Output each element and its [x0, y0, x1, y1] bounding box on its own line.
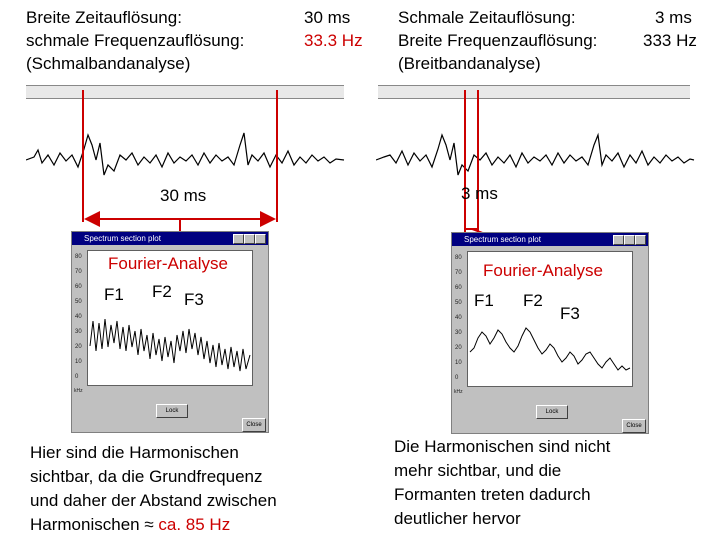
- left-resolution-freq-label: schmale Frequenzauflösung:: [26, 31, 245, 50]
- y-tick-label: 40: [75, 314, 82, 320]
- y-tick-label: 30: [75, 329, 82, 335]
- right-formant-f3: F3: [560, 304, 580, 323]
- left-resolution-freq-value: 33.3 Hz: [304, 31, 363, 50]
- left-spectrum-plot: [87, 250, 253, 386]
- left-explanation: Hier sind die Harmonischen sichtbar, da …: [30, 441, 277, 537]
- right-resolution-freq-value: 333 Hz: [643, 31, 697, 50]
- right-spectrum-curve: [469, 327, 631, 371]
- lock-button[interactable]: Lock: [536, 405, 568, 419]
- right-explanation-line: deutlicher hervor: [394, 509, 521, 528]
- left-analysis-type: (Schmalbandanalyse): [26, 54, 191, 73]
- harmonic-spacing-value: ca. 85 Hz: [158, 515, 231, 534]
- y-tick-label: 80: [455, 255, 462, 261]
- maximize-icon[interactable]: [244, 234, 255, 244]
- right-spectrum-title: Spectrum section plot: [464, 235, 541, 244]
- left-x-unit-label: kHz: [74, 388, 83, 394]
- right-resolution-time-label: Schmale Zeitauflösung:: [398, 8, 576, 27]
- y-tick-label: 70: [75, 269, 82, 275]
- y-tick-label: 20: [455, 345, 462, 351]
- y-tick-label: 80: [75, 254, 82, 260]
- left-formant-f1: F1: [104, 285, 124, 304]
- y-tick-label: 0: [455, 375, 459, 381]
- left-explanation-last-line: Harmonischen ≈ ca. 85 Hz: [30, 513, 277, 537]
- left-spectrum-curve: [89, 318, 251, 372]
- left-spectrum-window: Spectrum section plot 80 70 60 50 40 30 …: [71, 231, 269, 433]
- right-explanation-line: Die Harmonischen sind nicht: [394, 437, 611, 456]
- maximize-icon[interactable]: [624, 235, 635, 245]
- right-resolution-freq-label: Breite Frequenzauflösung:: [398, 31, 598, 50]
- y-tick-label: 40: [455, 315, 462, 321]
- close-icon[interactable]: [635, 235, 646, 245]
- y-tick-label: 60: [75, 284, 82, 290]
- left-explanation-line: Hier sind die Harmonischen: [30, 443, 239, 462]
- left-explanation-prefix: Harmonischen ≈: [30, 515, 159, 534]
- y-tick-label: 30: [455, 330, 462, 336]
- y-tick-label: 50: [75, 299, 82, 305]
- left-formant-f3: F3: [184, 290, 204, 309]
- left-formant-f2: F2: [152, 282, 172, 301]
- close-button[interactable]: Close: [622, 419, 646, 433]
- right-spectrum-plot: [467, 251, 633, 387]
- left-spectrum-title: Spectrum section plot: [84, 234, 161, 243]
- left-explanation-line: und daher der Abstand zwischen: [30, 491, 277, 510]
- lock-button[interactable]: Lock: [156, 404, 188, 418]
- right-explanation-line: mehr sichtbar, und die: [394, 461, 562, 480]
- left-waveform: [26, 132, 345, 176]
- right-formant-f1: F1: [474, 291, 494, 310]
- left-spectrum-titlebar: Spectrum section plot: [72, 232, 268, 245]
- y-tick-label: 0: [75, 374, 79, 380]
- y-tick-label: 70: [455, 270, 462, 276]
- right-fourier-label: Fourier-Analyse: [483, 261, 603, 280]
- close-button[interactable]: Close: [242, 418, 266, 432]
- right-formant-f2: F2: [523, 291, 543, 310]
- left-resolution-time-value: 30 ms: [304, 8, 351, 27]
- y-tick-label: 10: [455, 360, 462, 366]
- left-timeline-ruler: [26, 85, 344, 99]
- right-waveform: [376, 132, 695, 176]
- right-spectrum-titlebar: Spectrum section plot: [452, 233, 648, 246]
- right-explanation: Die Harmonischen sind nicht mehr sichtba…: [394, 435, 610, 531]
- close-icon[interactable]: [255, 234, 266, 244]
- y-tick-label: 10: [75, 359, 82, 365]
- y-tick-label: 20: [75, 344, 82, 350]
- right-analysis-type: (Breitbandanalyse): [398, 54, 541, 73]
- minimize-icon[interactable]: [233, 234, 244, 244]
- right-resolution-time-value: 3 ms: [655, 8, 692, 27]
- right-timeline-ruler: [378, 85, 690, 99]
- right-x-unit-label: kHz: [454, 389, 463, 395]
- left-window-length-label: 30 ms: [160, 186, 207, 205]
- left-explanation-line: sichtbar, da die Grundfrequenz: [30, 467, 263, 486]
- y-tick-label: 50: [455, 300, 462, 306]
- minimize-icon[interactable]: [613, 235, 624, 245]
- left-resolution-time-label: Breite Zeitauflösung:: [26, 8, 182, 27]
- left-fourier-label: Fourier-Analyse: [108, 254, 228, 273]
- right-spectrum-window: Spectrum section plot 80 70 60 50 40 30 …: [451, 232, 649, 434]
- y-tick-label: 60: [455, 285, 462, 291]
- right-window-length-label: 3 ms: [461, 184, 498, 203]
- right-explanation-line: Formanten treten dadurch: [394, 485, 591, 504]
